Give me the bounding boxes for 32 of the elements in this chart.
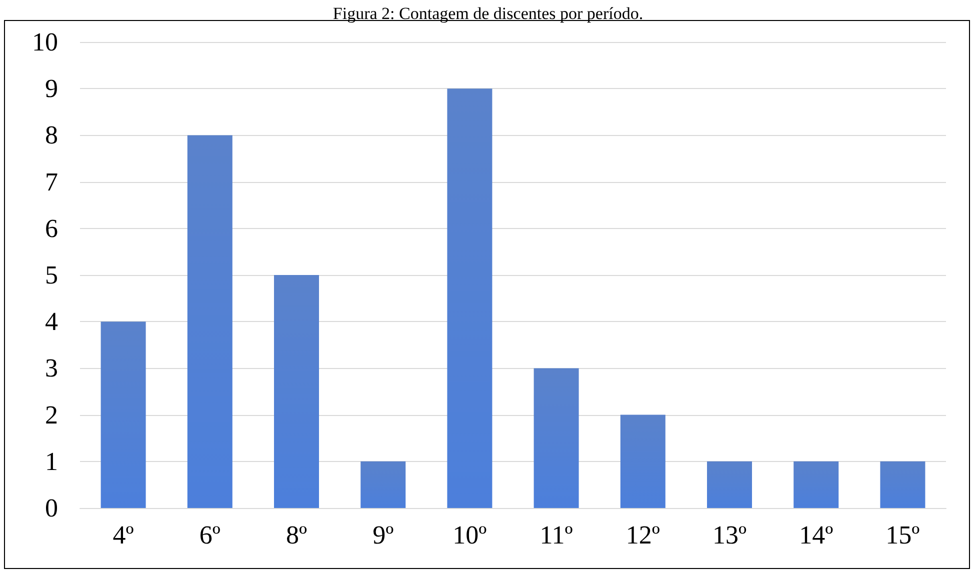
- x-tick-label: 12º: [626, 520, 660, 550]
- y-tick-label: 1: [45, 446, 58, 476]
- chart-title: Figura 2: Contagem de discentes por período.: [332, 4, 644, 23]
- bar: [620, 414, 666, 508]
- y-tick-label: 2: [45, 400, 58, 430]
- bar: [794, 461, 839, 508]
- y-tick-label: 3: [45, 354, 58, 383]
- y-tick-label: 5: [45, 260, 58, 290]
- x-tick-label: 8º: [286, 520, 308, 550]
- x-tick-label: 11º: [540, 520, 573, 550]
- bar: [707, 461, 752, 508]
- y-tick-label: 6: [45, 214, 58, 243]
- x-tick-label: 14º: [799, 520, 834, 550]
- x-tick-label: 10º: [452, 520, 487, 550]
- bar: [447, 88, 492, 508]
- y-tick-label: 7: [45, 167, 58, 196]
- y-tick-label: 0: [45, 494, 58, 522]
- y-tick-label: 10: [32, 28, 58, 56]
- y-tick-label: 9: [45, 74, 58, 104]
- y-tick-label: 4: [45, 307, 58, 336]
- x-tick-label: 9º: [372, 520, 394, 550]
- bar: [100, 322, 146, 508]
- bar: [187, 135, 232, 508]
- y-tick-label: 8: [45, 120, 58, 150]
- bar: [274, 275, 319, 508]
- bar: [534, 368, 579, 508]
- x-tick-label: 6º: [199, 520, 220, 550]
- x-tick-label: 15º: [886, 520, 920, 550]
- x-tick-label: 4º: [112, 520, 134, 550]
- bar: [360, 461, 406, 508]
- bar: [880, 461, 926, 508]
- x-tick-label: 13º: [712, 520, 747, 550]
